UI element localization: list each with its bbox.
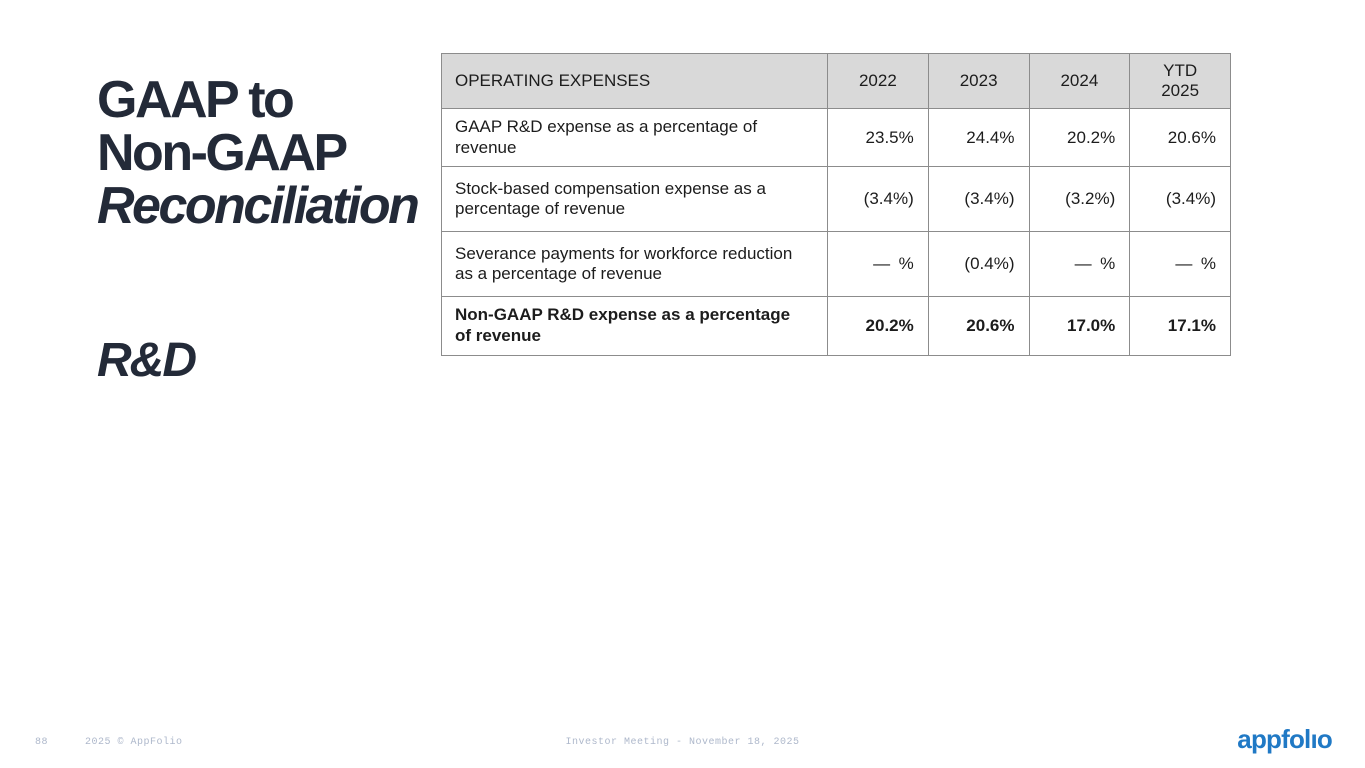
cell-value: — % (1028, 231, 1131, 298)
cell-value: (3.4%) (927, 166, 1030, 233)
cell-value: — % (1129, 231, 1231, 298)
table-header-row: OPERATING EXPENSES 2022 2023 2024 YTD 20… (441, 53, 1231, 109)
footer-event-title: Investor Meeting - November 18, 2025 (565, 737, 800, 748)
cell-value: — % (827, 231, 929, 298)
cell-value: 20.6% (1129, 107, 1231, 168)
cell-value: (0.4%) (927, 231, 1030, 298)
title-line-1: GAAP to (97, 71, 295, 129)
row-label: Severance payments for workforce reducti… (441, 231, 828, 298)
row-label: GAAP R&D expense as a percentage of reve… (441, 107, 828, 168)
table-row: Stock-based compensation expense as a pe… (441, 166, 1231, 233)
column-header-operating-expenses: OPERATING EXPENSES (441, 53, 828, 109)
table-row: Severance payments for workforce reducti… (441, 231, 1231, 298)
table-row: GAAP R&D expense as a percentage of reve… (441, 107, 1231, 168)
cell-value: (3.4%) (1129, 166, 1231, 233)
cell-value: 17.1% (1129, 296, 1231, 356)
column-header-2023: 2023 (927, 53, 1030, 109)
cell-value: 20.2% (827, 296, 929, 356)
cell-value: 20.6% (927, 296, 1030, 356)
slide-title: GAAP to Non-GAAP Reconciliation (97, 71, 420, 235)
column-header-2022: 2022 (827, 53, 929, 109)
cell-value: 23.5% (827, 107, 929, 168)
reconciliation-table: OPERATING EXPENSES 2022 2023 2024 YTD 20… (441, 53, 1231, 356)
cell-value: 24.4% (927, 107, 1030, 168)
cell-value: (3.4%) (827, 166, 929, 233)
cell-value: 20.2% (1028, 107, 1131, 168)
row-label: Stock-based compensation expense as a pe… (441, 166, 828, 233)
title-line-2: Non-GAAP (97, 124, 348, 182)
appfolio-logo: appfolıo (1237, 724, 1333, 754)
title-line-3: Reconciliation (97, 177, 420, 235)
page-number: 88 (35, 737, 49, 748)
cell-value: (3.2%) (1028, 166, 1131, 233)
slide-subtitle: R&D (97, 334, 197, 387)
column-header-2024: 2024 (1028, 53, 1131, 109)
table-row-total: Non-GAAP R&D expense as a percentage of … (441, 296, 1231, 356)
cell-value: 17.0% (1028, 296, 1131, 356)
column-header-ytd-2025: YTD 2025 (1129, 53, 1231, 109)
row-label: Non-GAAP R&D expense as a percentage of … (441, 296, 828, 356)
copyright-text: 2025 © AppFolio (85, 737, 183, 748)
